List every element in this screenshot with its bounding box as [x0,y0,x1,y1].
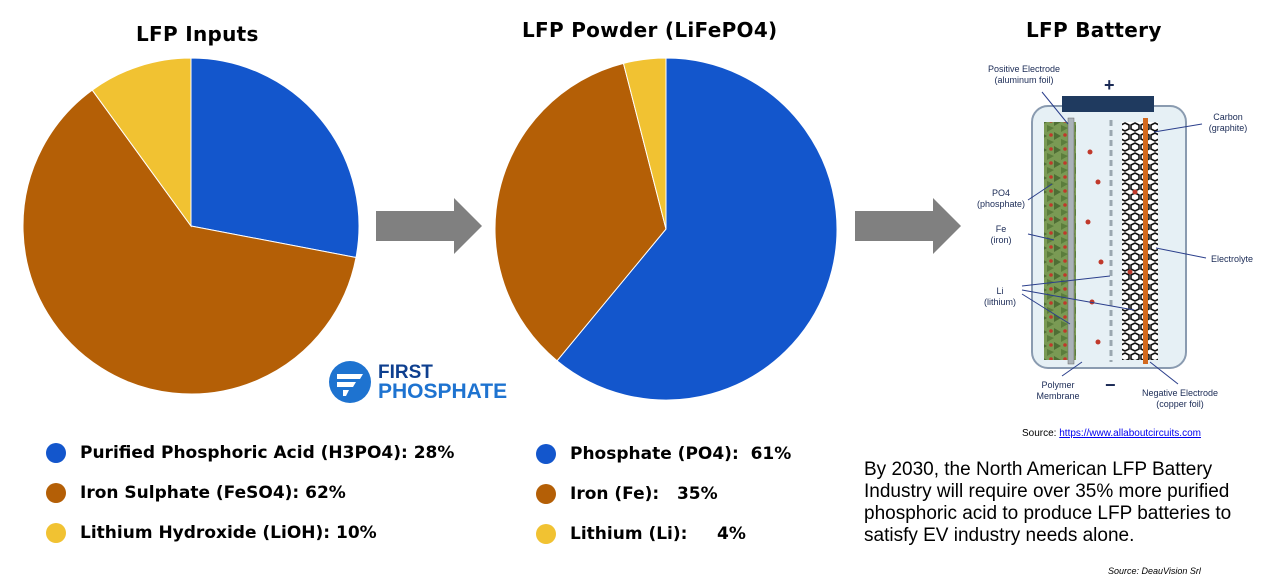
label-positive-electrode: Positive Electrode (aluminum foil) [987,64,1061,85]
legend-label: Lithium (Li): 4% [570,524,746,544]
source-link[interactable]: https://www.allaboutcircuits.com [1059,428,1201,439]
legend-label: Phosphate (PO4): 61% [570,444,792,464]
label-carbon: Carbon (graphite) [1208,112,1248,133]
pie-slice-lithium-li [622,57,667,230]
label-electrolyte: Electrolyte [1210,254,1254,264]
label-polymer: Polymer Membrane [1036,380,1080,401]
legend-label: Iron Sulphate (FeSO4): 62% [80,483,346,503]
legend-inputs: Purified Phosphoric Acid (H3PO4): 28% Ir… [46,441,454,561]
legend-label: Purified Phosphoric Acid (H3PO4): 28% [80,443,455,463]
minus-label: − [1105,375,1116,395]
pie-slice-lithium-hydroxide-lioh [91,57,192,228]
logo-line1: FIRST [378,362,433,383]
battery-illustration: + − [1021,75,1207,395]
legend-swatch [536,444,556,464]
battery-diagram: + − Positive Electrode (aluminum foil) C… [970,62,1260,422]
legend-label: Iron (Fe): 35% [570,484,718,504]
legend-item: Iron Sulphate (FeSO4): 62% [46,481,454,505]
legend-swatch [46,523,66,543]
note-source: Source: DeauVision Srl [1108,566,1201,576]
first-phosphate-logo: FIRST PHOSPHATE [328,360,507,404]
pie2-title: LFP Powder (LiFePO4) [522,18,778,42]
legend-powder: Phosphate (PO4): 61% Iron (Fe): 35% Lith… [536,442,791,562]
logo-line2: PHOSPHATE [378,380,508,403]
legend-item: Lithium Hydroxide (LiOH): 10% [46,521,454,545]
legend-swatch [536,524,556,544]
legend-item: Lithium (Li): 4% [536,522,791,546]
arrow-right-icon [855,198,961,254]
logo-mark-icon [329,361,371,403]
label-fe: Fe (iron) [990,224,1012,245]
pie1-title: LFP Inputs [136,22,259,46]
label-po4: PO4 (phosphate) [976,188,1026,209]
pie-slice-purified-phosphoric-acid-h3po4 [190,57,360,259]
legend-item: Iron (Fe): 35% [536,482,791,506]
pie-chart-powder [494,57,838,401]
pie-slice-iron-sulphate-feso4 [22,89,357,395]
battery-source: Source: https://www.allaboutcircuits.com [1022,428,1201,439]
pie-slice-phosphate-po4 [556,57,838,401]
battery-title: LFP Battery [1026,18,1162,42]
legend-label: Lithium Hydroxide (LiOH): 10% [80,523,377,543]
plus-label: + [1104,75,1115,95]
label-li: Li (lithium) [983,286,1016,307]
pie-chart-inputs [22,57,360,395]
legend-swatch [46,483,66,503]
legend-swatch [46,443,66,463]
legend-swatch [536,484,556,504]
legend-item: Phosphate (PO4): 61% [536,442,791,466]
legend-item: Purified Phosphoric Acid (H3PO4): 28% [46,441,454,465]
arrow-right-icon [376,198,482,254]
note-text: By 2030, the North American LFP Battery … [864,459,1232,546]
source-prefix: Source: [1022,428,1060,439]
label-negative-electrode: Negative Electrode (copper foil) [1141,388,1219,409]
pie-slice-iron-fe [494,62,667,362]
